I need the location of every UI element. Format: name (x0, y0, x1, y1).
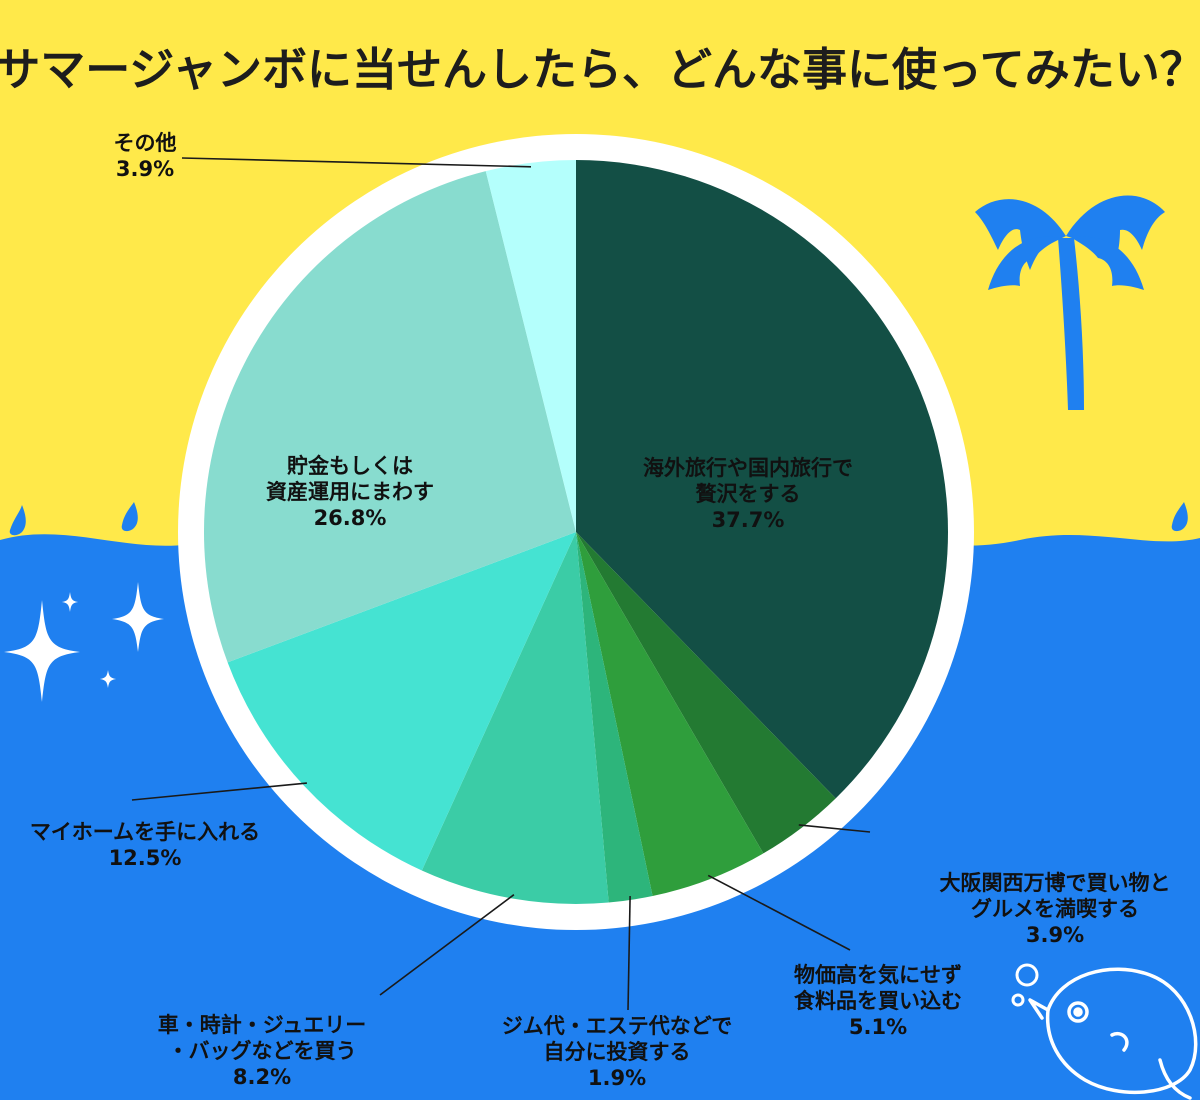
pie-slice-8 (485, 160, 576, 532)
palm-tree-icon (975, 195, 1165, 410)
slice-label-2: 大阪関西万博で買い物とグルメを満喫する 3.9% (940, 871, 1171, 947)
leader-line-2 (798, 824, 871, 833)
bubble-icon (1011, 963, 1039, 1007)
pie-slice-5 (421, 532, 609, 904)
pie-slice-3 (576, 532, 764, 897)
slice-label-5: 車・時計・ジュエリー・バッグなどを買う 8.2% (158, 1013, 367, 1089)
leader-line-5 (379, 894, 515, 996)
leader-lines (131, 157, 871, 1011)
slice-label-1: 海外旅行や国内旅行で贅沢をする 37.7% (643, 456, 853, 532)
leader-line-4 (627, 895, 631, 1011)
slice-label-4: ジム代・エステ代などで自分に投資する 1.9% (502, 1014, 733, 1090)
sparkle-icon (4, 582, 164, 702)
water-drop-icon (9, 502, 1188, 536)
leader-line-3 (707, 874, 851, 951)
slice-label-6: マイホームを手に入れる 12.5% (30, 820, 260, 870)
pie-slice-2 (576, 532, 836, 854)
leader-line-6 (131, 782, 307, 801)
pie-slice-6 (227, 532, 576, 871)
pie-slice-4 (576, 532, 653, 903)
slice-label-3: 物価高を気にせず食料品を買い込む 5.1% (794, 963, 962, 1039)
slice-label-7: 貯金もしくは資産運用にまわす 26.8% (266, 454, 434, 530)
pie-slice-7 (203, 171, 576, 663)
slice-labels: 海外旅行や国内旅行で贅沢をする 37.7% 大阪関西万博で買い物とグルメを満喫する 3… (30, 131, 1171, 1090)
pie-slice-1 (576, 160, 949, 799)
slice-label-8: その他 3.9% (114, 131, 177, 181)
fish-icon (1028, 967, 1198, 1100)
pie-slices (203, 160, 949, 904)
leader-line-8 (181, 157, 532, 168)
chart-title: サマージャンボに当せんしたら、どんな事に使ってみたい？ (0, 43, 1200, 96)
